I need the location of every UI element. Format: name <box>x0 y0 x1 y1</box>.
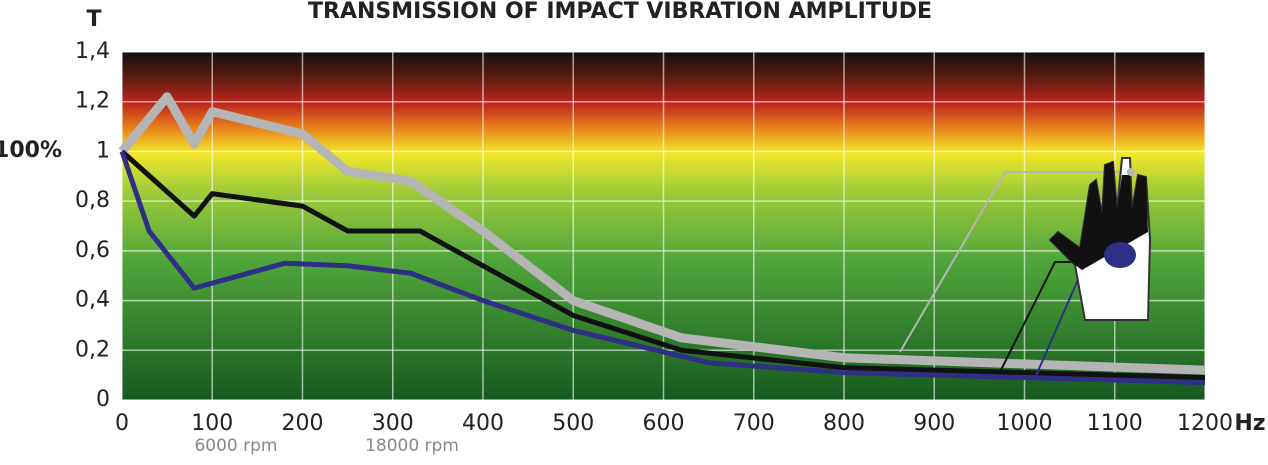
x-tick-label: 700 <box>733 411 775 436</box>
annotation: 6000 rpm <box>194 436 277 456</box>
y-tick-label: 0,8 <box>75 188 110 213</box>
x-tick-label: 0 <box>115 411 129 436</box>
x-tick-label: 100 <box>191 411 233 436</box>
x-axis-label: Hz <box>1234 411 1265 436</box>
x-tick-label: 900 <box>913 411 955 436</box>
annotation: 100% <box>0 138 62 163</box>
y-axis-label: T <box>86 7 101 32</box>
x-tick-label: 600 <box>643 411 685 436</box>
x-tick-label: 1100 <box>1087 411 1143 436</box>
y-tick-label: 1 <box>96 138 110 163</box>
data-line <box>118 92 1206 375</box>
y-tick-label: 0 <box>96 387 110 412</box>
data-line <box>120 149 1206 381</box>
x-tick-label: 1000 <box>997 411 1053 436</box>
x-tick-label: 400 <box>462 411 504 436</box>
x-tick-label: 500 <box>552 411 594 436</box>
x-tick-label: 300 <box>372 411 414 436</box>
glove-icon <box>899 157 1152 379</box>
annotation: 18000 rpm <box>365 436 459 456</box>
y-tick-label: 0,4 <box>75 288 110 313</box>
y-tick-label: 1,4 <box>75 39 110 64</box>
x-tick-label: 1200 <box>1177 411 1233 436</box>
y-tick-label: 0,6 <box>75 238 110 263</box>
chart-title: TRANSMISSION OF IMPACT VIBRATION AMPLITU… <box>308 0 932 24</box>
x-tick-label: 200 <box>282 411 324 436</box>
y-tick-label: 1,2 <box>75 89 110 114</box>
x-tick-label: 800 <box>823 411 865 436</box>
y-tick-label: 0,2 <box>75 337 110 362</box>
data-line <box>119 150 1206 386</box>
